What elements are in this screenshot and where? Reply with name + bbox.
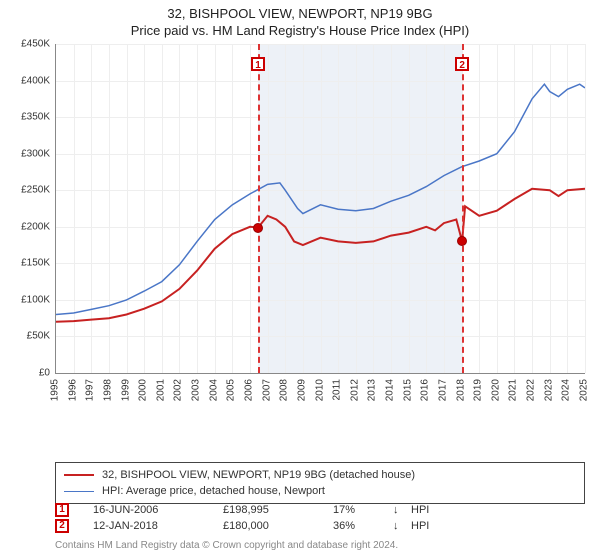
series-property [56,189,585,322]
legend-swatch [64,491,94,492]
x-tick-label: 2001 [155,379,166,401]
y-tick-label: £300K [0,148,50,159]
sale-point [253,223,263,233]
sale-date: 12-JAN-2018 [93,520,223,532]
sale-vs: HPI [411,520,451,532]
y-tick-label: £200K [0,221,50,232]
x-tick-label: 1996 [67,379,78,401]
y-tick-label: £350K [0,112,50,123]
legend-item: HPI: Average price, detached house, Newp… [64,483,576,499]
x-tick-label: 2016 [420,379,431,401]
sale-marker-label: 1 [251,57,265,71]
y-tick-label: £100K [0,294,50,305]
x-tick-label: 2017 [437,379,448,401]
sales-table: 1 16-JUN-2006£198,99517%↓HPI 2 12-JAN-2018£… [55,502,585,534]
plot-area: 12 [55,44,585,374]
x-tick-label: 2003 [191,379,202,401]
y-tick-label: £400K [0,75,50,86]
series-hpi [56,84,585,314]
x-tick-label: 2008 [279,379,290,401]
sale-date: 16-JUN-2006 [93,504,223,516]
x-tick-label: 2019 [473,379,484,401]
sale-vs: HPI [411,504,451,516]
x-tick-label: 1997 [85,379,96,401]
chart-lines [56,44,585,373]
gridline-v [585,44,586,373]
sale-row: 1 16-JUN-2006£198,99517%↓HPI [55,502,585,518]
x-tick-label: 2022 [526,379,537,401]
chart-area: 12 £0£50K£100K£150K£200K£250K£300K£350K£… [0,44,600,424]
y-tick-label: £0 [0,368,50,379]
sale-price: £180,000 [223,520,333,532]
x-tick-label: 2007 [261,379,272,401]
x-tick-label: 2005 [226,379,237,401]
sale-direction-icon: ↓ [393,504,411,516]
y-tick-label: £50K [0,331,50,342]
y-tick-label: £150K [0,258,50,269]
x-tick-label: 1998 [102,379,113,401]
x-tick-label: 2009 [296,379,307,401]
footer-attribution: Contains HM Land Registry data © Crown c… [55,540,585,551]
sale-pct: 17% [333,504,393,516]
footer-line-1: Contains HM Land Registry data © Crown c… [55,540,585,551]
x-tick-label: 1999 [120,379,131,401]
legend-swatch [64,474,94,476]
y-tick-label: £250K [0,185,50,196]
legend-item: 32, BISHPOOL VIEW, NEWPORT, NP19 9BG (de… [64,467,576,483]
legend-box: 32, BISHPOOL VIEW, NEWPORT, NP19 9BG (de… [55,462,585,504]
x-tick-label: 2006 [243,379,254,401]
x-tick-label: 2002 [173,379,184,401]
legend-label: HPI: Average price, detached house, Newp… [102,485,325,497]
sale-index-box: 2 [55,519,69,533]
sale-point [457,236,467,246]
x-tick-label: 2025 [579,379,590,401]
x-tick-label: 2010 [314,379,325,401]
x-tick-label: 2015 [402,379,413,401]
x-tick-label: 2000 [138,379,149,401]
x-tick-label: 2004 [208,379,219,401]
sale-row: 2 12-JAN-2018£180,00036%↓HPI [55,518,585,534]
sale-marker-line [462,44,464,373]
sale-direction-icon: ↓ [393,520,411,532]
sale-price: £198,995 [223,504,333,516]
sale-pct: 36% [333,520,393,532]
x-tick-label: 2012 [349,379,360,401]
sale-marker-line [258,44,260,373]
x-tick-label: 1995 [50,379,61,401]
x-tick-label: 2024 [561,379,572,401]
legend-label: 32, BISHPOOL VIEW, NEWPORT, NP19 9BG (de… [102,469,415,481]
chart-container: 32, BISHPOOL VIEW, NEWPORT, NP19 9BG Pri… [0,0,600,560]
x-tick-label: 2011 [332,379,343,401]
x-tick-label: 2023 [543,379,554,401]
x-tick-label: 2013 [367,379,378,401]
x-tick-label: 2021 [508,379,519,401]
sale-index-box: 1 [55,503,69,517]
sale-marker-label: 2 [455,57,469,71]
chart-subtitle: Price paid vs. HM Land Registry's House … [0,21,600,38]
y-tick-label: £450K [0,39,50,50]
x-tick-label: 2018 [455,379,466,401]
chart-title: 32, BISHPOOL VIEW, NEWPORT, NP19 9BG [0,0,600,21]
x-tick-label: 2020 [490,379,501,401]
x-tick-label: 2014 [385,379,396,401]
